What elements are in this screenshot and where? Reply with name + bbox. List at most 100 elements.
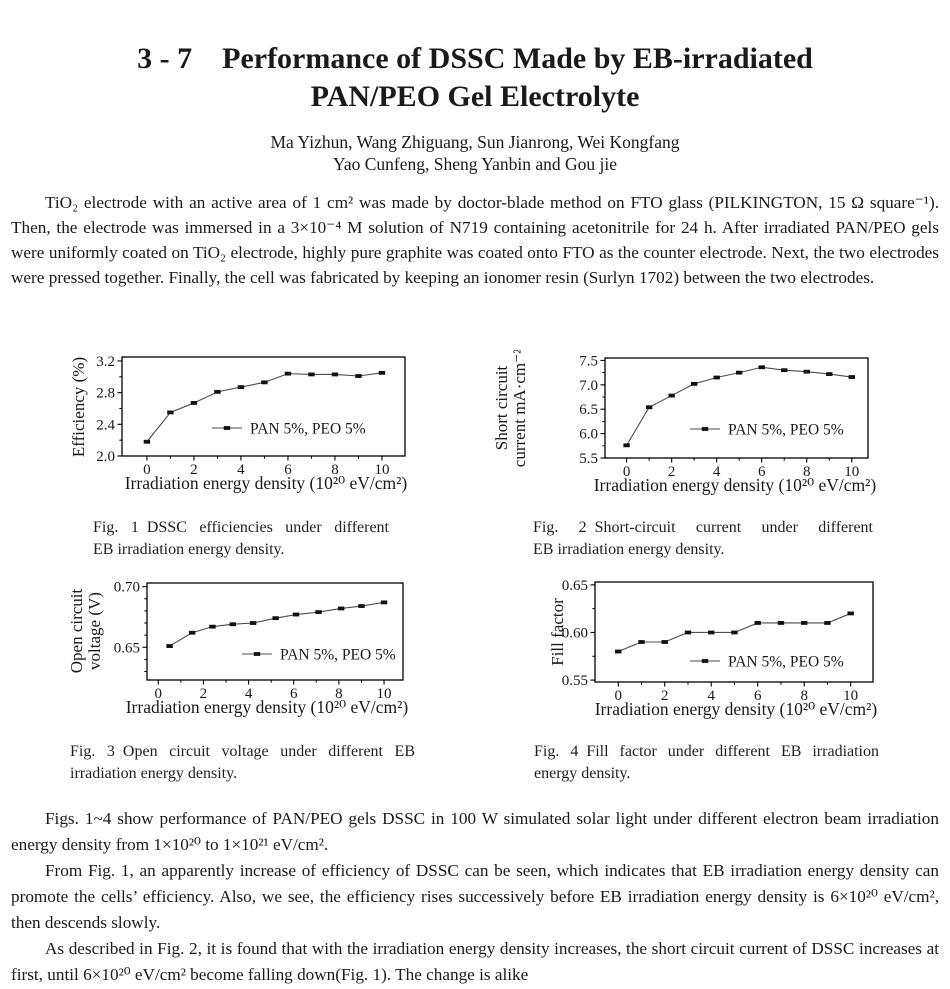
caption-line: irradiation energy density. (70, 765, 238, 782)
legend-marker (701, 427, 709, 431)
intro-paragraph: TiO₂ electrode with an active area of 1 … (11, 193, 939, 287)
data-line (169, 601, 385, 647)
caption-line: Fig. 4 Fill factor under different EB ir… (534, 743, 879, 760)
x-tick-label: 6 (758, 464, 766, 480)
data-point-marker (358, 604, 365, 608)
legend-marker (701, 659, 709, 663)
title-line1: 3 - 7 Performance of DSSC Made by EB-irr… (137, 42, 813, 75)
plot-frame (121, 356, 406, 457)
data-point-marker (708, 630, 715, 635)
data-point-marker (308, 372, 315, 377)
x-tick-label: 2 (200, 686, 208, 702)
discussion-paragraph-2: From Fig. 1, an apparently increase of e… (11, 861, 939, 932)
fig3-open-circuit-voltage-chart: 0 2 4 6 8 10 0.65 0.70 PAN 5%, PEO 5% Open circui… (70, 580, 409, 717)
x-tick-label: 2 (190, 462, 198, 478)
data-point-marker (615, 649, 622, 654)
y-tick-label: 0.65 (562, 578, 588, 594)
data-point-marker (731, 630, 738, 635)
y-tick-label: 6.0 (579, 427, 598, 443)
data-point-marker (754, 621, 761, 625)
data-point-marker (331, 372, 339, 377)
x-axis-label: Irradiation energy density (10²⁰ eV/cm²) (126, 697, 409, 717)
x-tick-label: 2 (668, 464, 676, 480)
authors-line1: Ma Yizhun, Wang Zhiguang, Sun Jianrong, … (270, 132, 680, 152)
data-point-marker (800, 621, 808, 625)
x-tick-label: 6 (290, 686, 298, 702)
data-point-marker (824, 621, 831, 625)
data-point-marker (166, 644, 173, 648)
data-point-marker (668, 393, 675, 398)
y-tick-label: 7.0 (579, 378, 598, 394)
fig2-caption: Fig. 2 Short-circuit current under diffe… (533, 517, 873, 561)
x-tick-label: 8 (800, 688, 808, 704)
x-tick-label: 8 (803, 464, 811, 480)
x-tick-label: 10 (843, 688, 858, 704)
y-tick-label: 0.60 (562, 625, 588, 641)
x-tick-label: 0 (614, 688, 622, 704)
fig4-fill-factor-chart: 0 2 4 6 8 10 0.55 0.60 0.65 PAN 5%, PEO 5% Fill fa… (548, 578, 878, 719)
data-point-marker (237, 385, 245, 389)
y-tick-label: 5.5 (579, 451, 598, 467)
data-point-marker (167, 410, 174, 415)
y-tick-label: 3.2 (96, 354, 115, 370)
caption-line: Fig. 2 Short-circuit current under diffe… (533, 519, 873, 536)
x-tick-label: 0 (143, 462, 151, 478)
data-point-marker (214, 389, 221, 394)
data-point-marker (355, 374, 362, 378)
data-point-marker (781, 368, 788, 373)
caption-line: energy density. (534, 765, 631, 782)
fig2-short-circuit-current-chart: 0 2 4 6 8 10 5.5 6.0 6.5 7.0 7.5 PAN 5%, PEO 5% Shor… (495, 350, 876, 495)
x-tick-label: 10 (377, 686, 392, 702)
plot-frame (146, 582, 404, 681)
legend-label: PAN 5%, PEO 5% (250, 421, 366, 438)
data-point-marker (249, 621, 257, 625)
y-axis-label: Short circuit (495, 365, 511, 450)
data-point-marker (378, 370, 386, 375)
data-point-marker (736, 370, 743, 375)
y-axis-label: Fill factor (548, 598, 567, 666)
data-point-marker (684, 630, 692, 635)
discussion-block: Figs. 1~4 show performance of PAN/PEO ge… (11, 806, 939, 988)
data-point-marker (623, 443, 630, 448)
y-tick-label: 0.65 (114, 640, 140, 656)
x-tick-label: 2 (661, 688, 669, 704)
data-point-marker (284, 371, 292, 376)
x-tick-label: 4 (707, 688, 715, 704)
paper-title: 3 - 7 Performance of DSSC Made by EB-irr… (0, 40, 950, 116)
data-point-marker (645, 405, 653, 410)
legend-label: PAN 5%, PEO 5% (728, 654, 844, 671)
data-point-marker (713, 375, 720, 380)
caption-line: Fig. 1 DSSC efficiencies under different (93, 519, 389, 536)
x-tick-label: 6 (754, 688, 762, 704)
caption-line: EB irradiation energy density. (93, 541, 285, 558)
data-point-marker (272, 616, 279, 621)
data-point-marker (661, 640, 668, 644)
y-tick-label: 7.5 (579, 353, 598, 369)
x-tick-label: 0 (155, 686, 163, 702)
y-tick-label: 0.70 (114, 580, 140, 596)
data-point-marker (826, 372, 833, 376)
data-point-marker (690, 381, 698, 386)
legend-marker (253, 652, 261, 656)
y-tick-label: 2.0 (96, 449, 115, 465)
x-tick-label: 4 (245, 686, 253, 702)
legend-marker (223, 426, 231, 430)
x-tick-label: 4 (713, 464, 721, 480)
caption-line: Fig. 3 Open circuit voltage under differ… (70, 743, 415, 760)
data-point-marker (337, 606, 345, 611)
y-tick-label: 2.8 (96, 386, 115, 402)
x-tick-label: 8 (335, 686, 343, 702)
data-point-marker (261, 380, 268, 385)
x-tick-label: 10 (374, 462, 389, 478)
x-axis-label: Irradiation energy density (10²⁰ eV/cm²) (125, 473, 408, 493)
fig1-efficiency-chart: 0 2 4 6 8 10 2.0 2.4 2.8 3.2 PAN 5%, PEO 5% Efficie… (70, 354, 408, 493)
x-axis-label: Irradiation energy density (10²⁰ eV/cm²) (595, 699, 878, 719)
data-point-marker (777, 621, 785, 625)
fig4-caption: Fig. 4 Fill factor under different EB ir… (534, 741, 879, 785)
plot-frame (604, 357, 869, 459)
y-tick-label: 2.4 (96, 417, 115, 433)
data-point-marker (229, 622, 236, 627)
data-point-marker (638, 640, 645, 644)
fig3-caption: Fig. 3 Open circuit voltage under differ… (70, 741, 415, 785)
